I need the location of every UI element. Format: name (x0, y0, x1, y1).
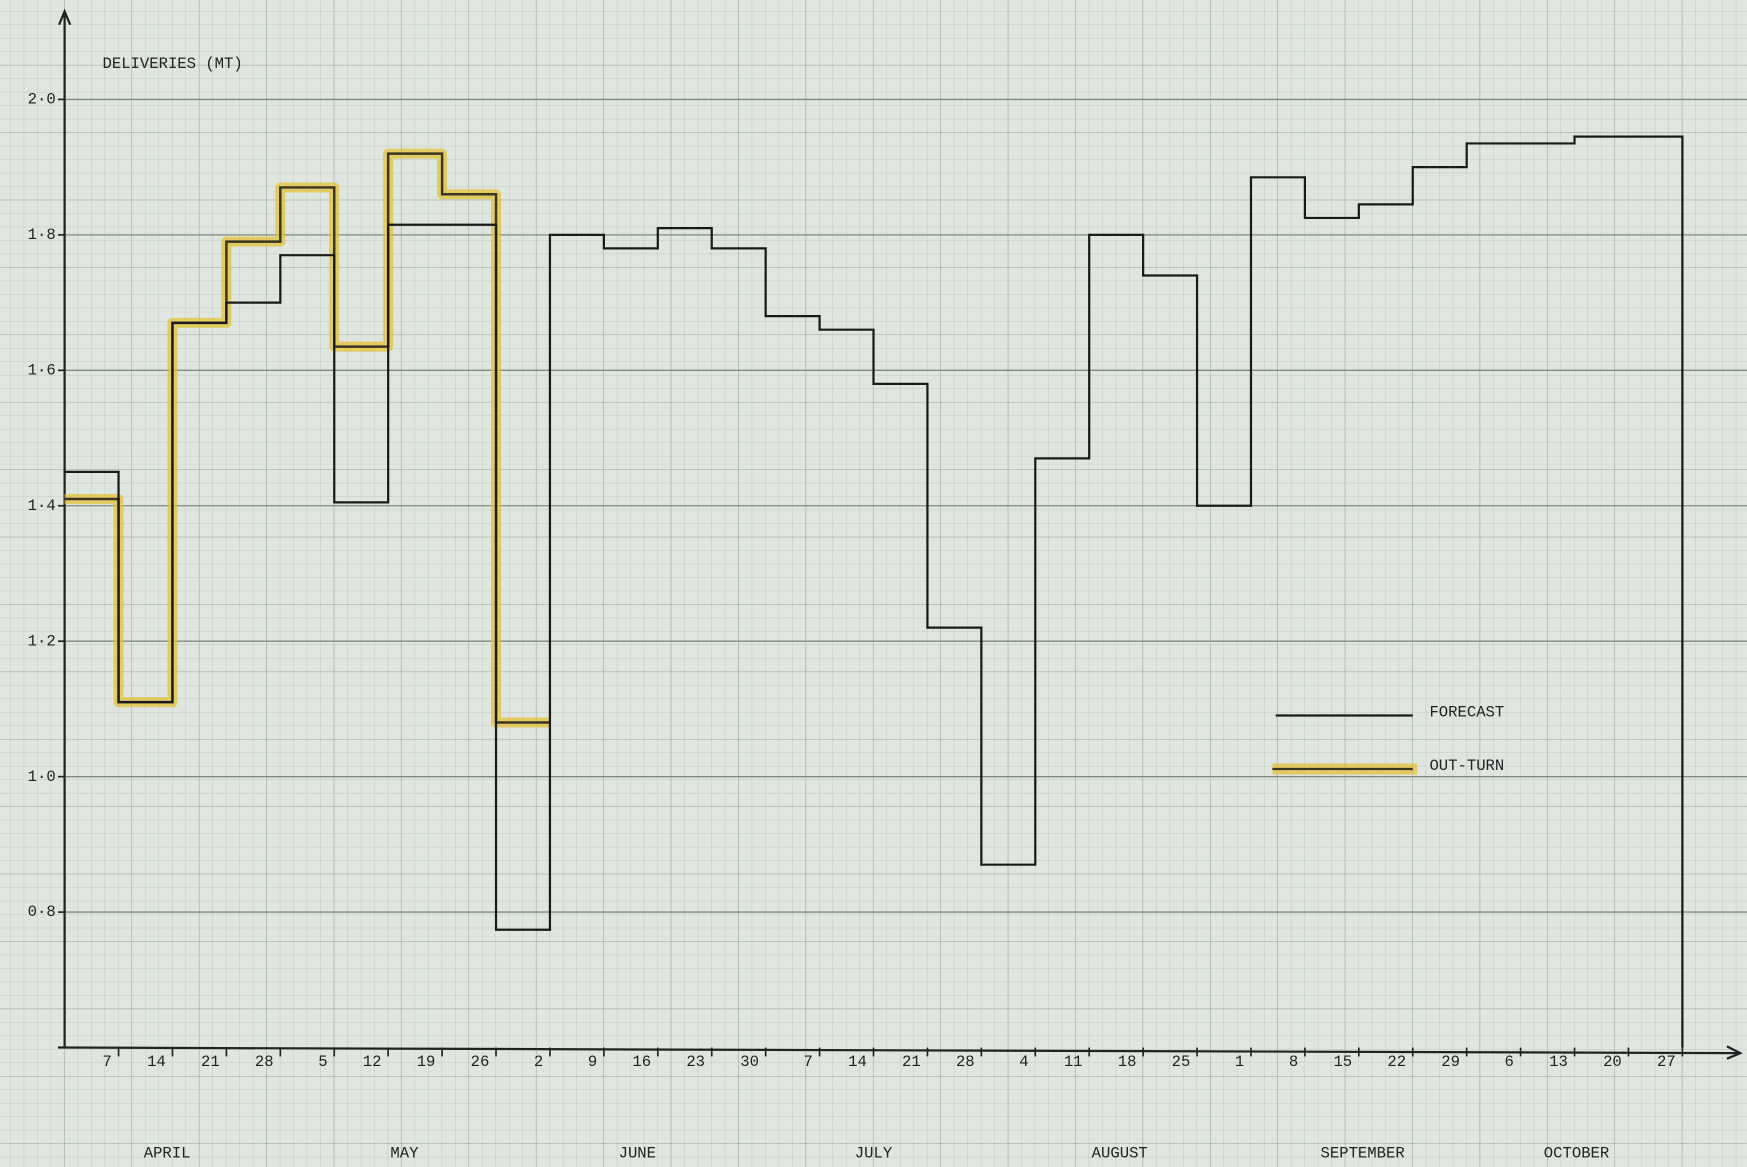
x-axis (57, 1046, 1739, 1055)
y-tick-label: 1·8 (28, 226, 56, 244)
y-axis-arrow (58, 8, 72, 26)
y-tick-label: 1·6 (28, 361, 56, 379)
x-tick-label: 21 (902, 1053, 921, 1071)
x-tick-label: 1 (1235, 1053, 1244, 1071)
x-tick-label: 6 (1505, 1053, 1514, 1071)
x-tick-label: 7 (103, 1053, 112, 1071)
x-tick-label: 16 (632, 1053, 651, 1071)
month-label: AUGUST (1092, 1145, 1148, 1163)
y-tick-label: 0·8 (28, 903, 56, 921)
x-tick-label: 18 (1118, 1053, 1137, 1071)
legend-label: FORECAST (1429, 703, 1504, 721)
x-tick-label: 21 (201, 1053, 220, 1071)
x-tick-label: 28 (956, 1053, 975, 1071)
x-tick-label: 12 (363, 1053, 382, 1071)
x-tick-label: 15 (1333, 1053, 1352, 1071)
x-axis-arrow (1726, 1045, 1743, 1060)
y-tick-label: 1·4 (28, 497, 56, 515)
month-label: JULY (855, 1145, 893, 1163)
axis-title: DELIVERIES (MT) (103, 55, 243, 73)
x-tick-label: 20 (1603, 1053, 1622, 1071)
month-label: SEPTEMBER (1321, 1145, 1405, 1163)
month-label: APRIL (144, 1145, 191, 1163)
x-tick-label: 23 (686, 1053, 705, 1071)
x-tick-label: 27 (1657, 1053, 1676, 1071)
x-tick-label: 13 (1549, 1053, 1568, 1071)
x-tick-label: 2 (534, 1053, 543, 1071)
x-tick-label: 7 (804, 1053, 813, 1071)
x-tick-label: 14 (147, 1053, 166, 1071)
y-tick-label: 1·2 (28, 632, 56, 650)
x-tick-label: 26 (471, 1053, 490, 1071)
y-tick-label: 2·0 (28, 91, 56, 109)
legend-label: OUT-TURN (1429, 757, 1504, 775)
x-tick-label: 8 (1289, 1053, 1298, 1071)
x-tick-label: 14 (848, 1053, 867, 1071)
forecast-line (64, 135, 1684, 1048)
x-tick-label: 11 (1064, 1053, 1083, 1071)
x-tick-label: 9 (588, 1053, 597, 1071)
x-tick-label: 5 (318, 1053, 327, 1071)
x-tick-label: 29 (1441, 1053, 1460, 1071)
x-tick-label: 4 (1019, 1053, 1028, 1071)
x-tick-label: 22 (1387, 1053, 1406, 1071)
x-tick-label: 25 (1172, 1053, 1191, 1071)
month-label: JUNE (619, 1145, 656, 1163)
x-tick-label: 30 (740, 1053, 759, 1071)
month-label: OCTOBER (1544, 1145, 1609, 1163)
month-label: MAY (390, 1145, 419, 1163)
y-tick-label: 1·0 (28, 768, 56, 786)
x-tick-label: 28 (255, 1053, 274, 1071)
x-tick-label: 19 (417, 1053, 436, 1071)
